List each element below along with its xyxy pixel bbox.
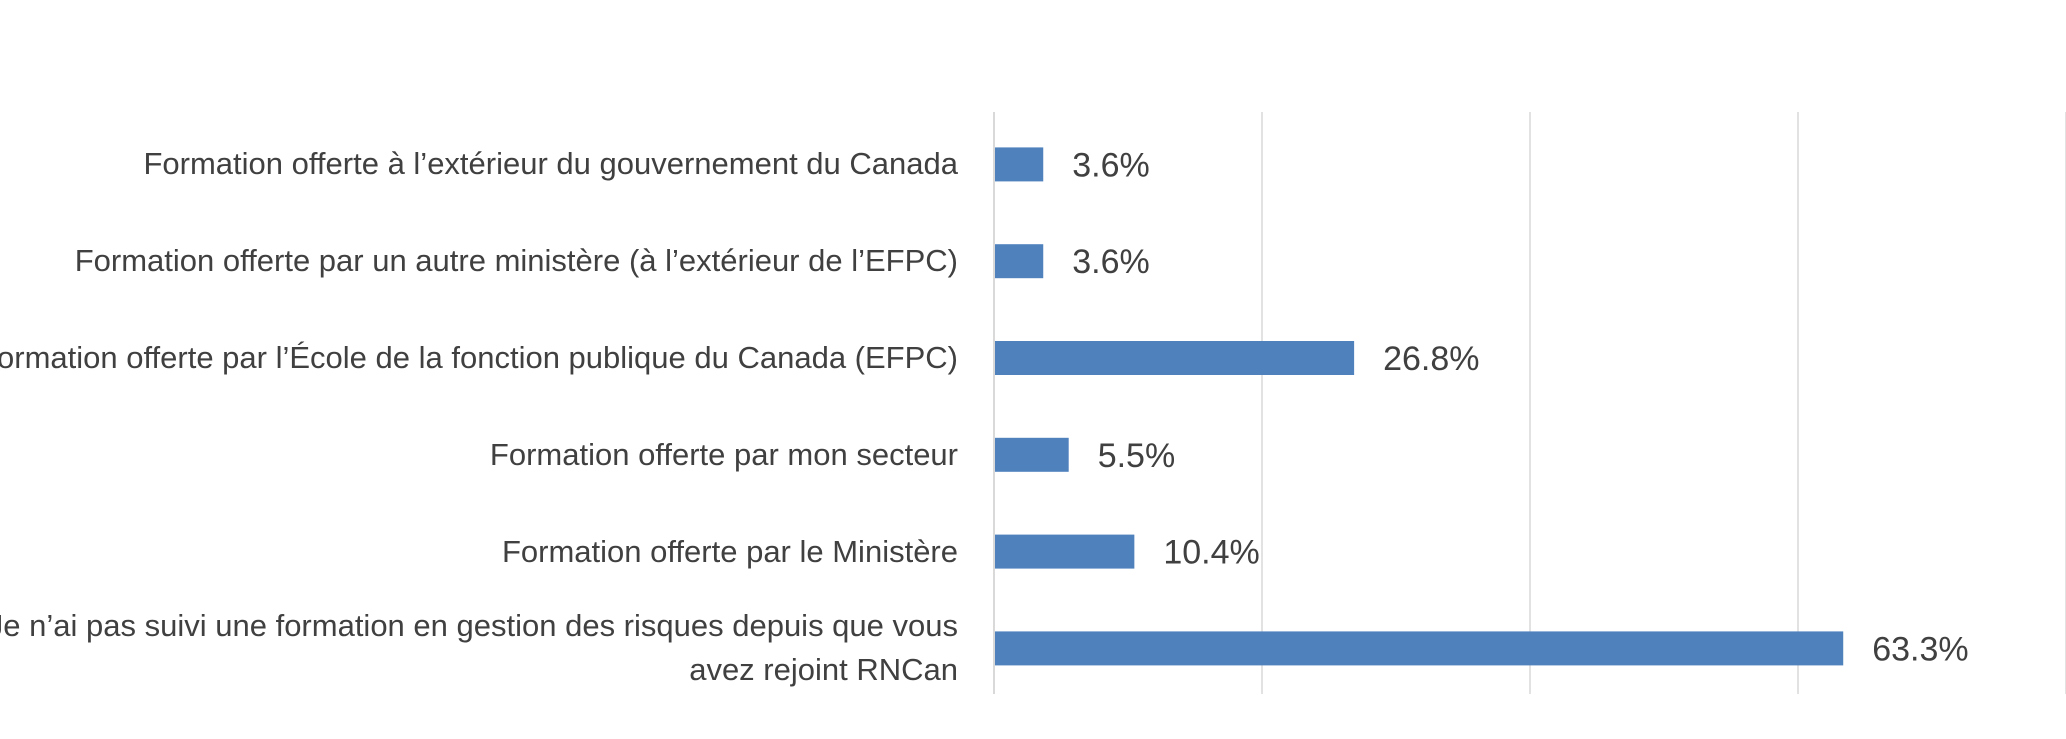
- category-label: Formation offerte par mon secteur: [489, 436, 958, 472]
- category-label: Formation offerte par un autre ministère…: [74, 243, 958, 279]
- category-label: Je n’ai pas suivi une formation en gesti…: [0, 608, 958, 688]
- bar: [995, 147, 1044, 182]
- bar: [995, 534, 1135, 569]
- bar: [995, 341, 1355, 375]
- bar: [995, 437, 1069, 472]
- category-label: Formation offerte par le Ministère: [501, 533, 958, 569]
- bar: [995, 244, 1044, 279]
- data-label: 3.6%: [1072, 243, 1150, 281]
- data-label: 26.8%: [1383, 340, 1479, 378]
- data-label: 5.5%: [1098, 437, 1176, 475]
- data-label: 10.4%: [1163, 534, 1259, 572]
- data-label: 3.6%: [1072, 146, 1150, 184]
- bar: [995, 631, 1844, 666]
- data-label: 63.3%: [1872, 630, 1968, 668]
- category-label: Formation offerte à l’extérieur du gouve…: [143, 146, 958, 182]
- category-label: Formation offerte par l’École de la fonc…: [0, 339, 958, 375]
